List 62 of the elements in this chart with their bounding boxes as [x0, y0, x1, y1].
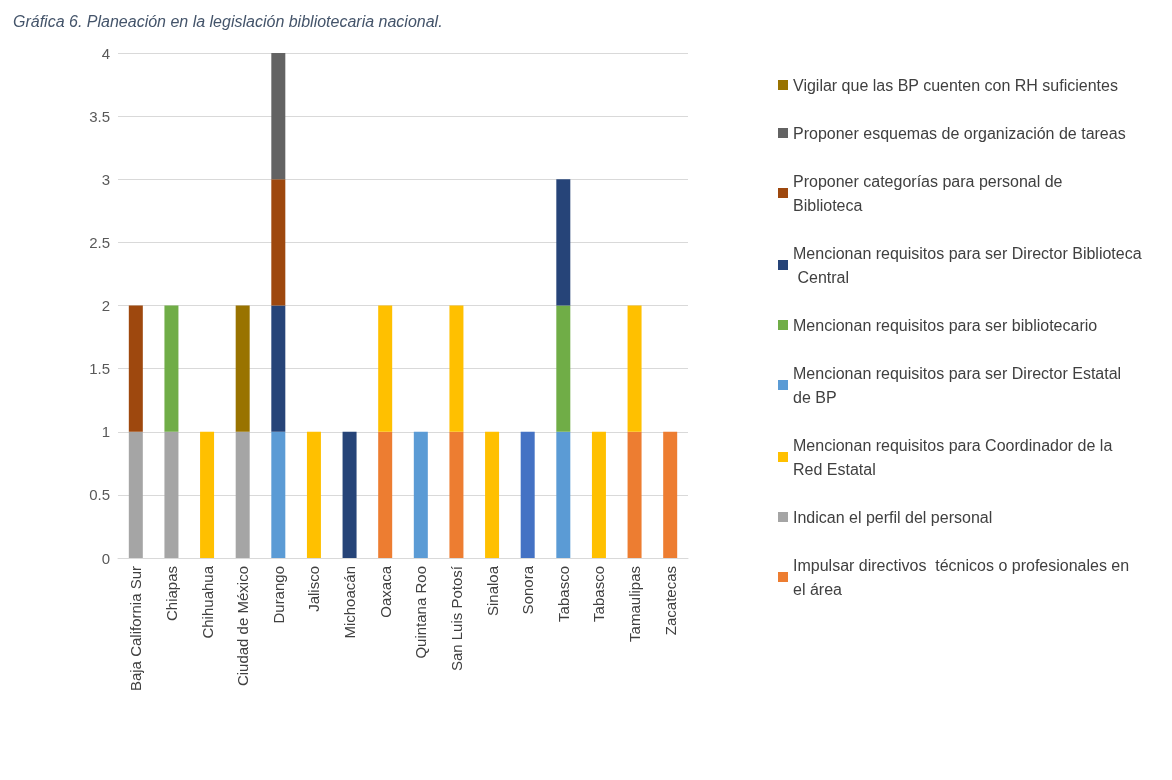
- x-tick-label: Tabasco: [590, 566, 608, 622]
- legend-label: Indican el perfil del personal: [793, 508, 993, 526]
- bar: [556, 179, 571, 306]
- y-tick-label: 4: [101, 44, 110, 62]
- x-tick-label: Ciudad de México: [234, 566, 252, 687]
- bar: [627, 305, 642, 432]
- x-tick-label: Jalisco: [305, 566, 323, 612]
- y-tick-label: 0.5: [89, 486, 110, 504]
- y-tick-label: 3.5: [89, 107, 110, 125]
- bar: [556, 431, 571, 558]
- bar: [128, 431, 143, 558]
- bar: [342, 431, 357, 558]
- bar: [200, 431, 215, 558]
- legend-label: Proponer categorías para personal de Biblioteca: [793, 172, 1067, 214]
- x-tick-label: Sinaloa: [483, 565, 501, 617]
- chart-title: Gráfica 6. Planeación en la legislación bibliotecaria nacional.: [13, 12, 443, 30]
- x-tick-label: Oaxaca: [376, 565, 394, 618]
- x-tick-label: Durango: [269, 566, 287, 624]
- bar: [306, 431, 321, 558]
- bar: [449, 431, 464, 558]
- bar: [449, 305, 464, 432]
- bar: [485, 431, 500, 558]
- bar: [235, 431, 250, 558]
- bar: [235, 305, 250, 432]
- bar: [271, 431, 286, 558]
- bar: [520, 431, 535, 558]
- x-tick-label: Zacatecas: [661, 566, 679, 636]
- bar: [556, 305, 571, 432]
- legend-label: Vigilar que las BP cuenten con RH suficientes: [793, 76, 1118, 94]
- x-tick-label: Chiapas: [162, 566, 180, 622]
- bar: [378, 305, 393, 432]
- x-tick-label: Chihuahua: [198, 565, 216, 639]
- x-tick-label: Sonora: [519, 565, 537, 615]
- x-tick-label: San Luis Potosí: [447, 565, 465, 672]
- bar: [271, 179, 286, 306]
- legend-label: Impulsar directivos técnicos o profesionales en el área: [793, 556, 1134, 598]
- bar: [271, 305, 286, 432]
- legend-label: Mencionan requisitos para ser Director Biblioteca Central: [793, 244, 1142, 286]
- bar: [627, 431, 642, 558]
- legend-label: Proponer esquemas de organización de tareas: [793, 124, 1126, 142]
- legend-label: Mencionan requisitos para ser bibliotecario: [793, 316, 1098, 334]
- bar: [271, 53, 286, 180]
- x-tick-label: Baja California Sur: [127, 566, 145, 692]
- bar: [164, 305, 179, 432]
- x-tick-label: Michoacán: [341, 566, 359, 639]
- bar: [413, 431, 428, 558]
- x-tick-label: Quintana Roo: [412, 566, 430, 659]
- y-tick-label: 2: [101, 297, 110, 314]
- y-tick-label: 0: [101, 549, 110, 567]
- legend-label: Mencionan requisitos para ser Director Estatal de BP: [793, 364, 1126, 406]
- bar: [591, 431, 606, 558]
- x-tick-label: Tamaulipas: [626, 566, 644, 642]
- y-tick-label: 2.5: [89, 233, 110, 251]
- bar: [663, 431, 678, 558]
- bar: [164, 431, 179, 558]
- x-tick-label: Tabasco: [554, 566, 572, 622]
- y-tick-label: 3: [101, 170, 110, 188]
- legend-label: Mencionan requisitos para Coordinador de la Red Estatal: [793, 436, 1117, 478]
- y-tick-label: 1: [101, 423, 110, 441]
- bar: [128, 305, 143, 432]
- bar: [378, 431, 393, 558]
- y-tick-label: 1.5: [89, 360, 110, 378]
